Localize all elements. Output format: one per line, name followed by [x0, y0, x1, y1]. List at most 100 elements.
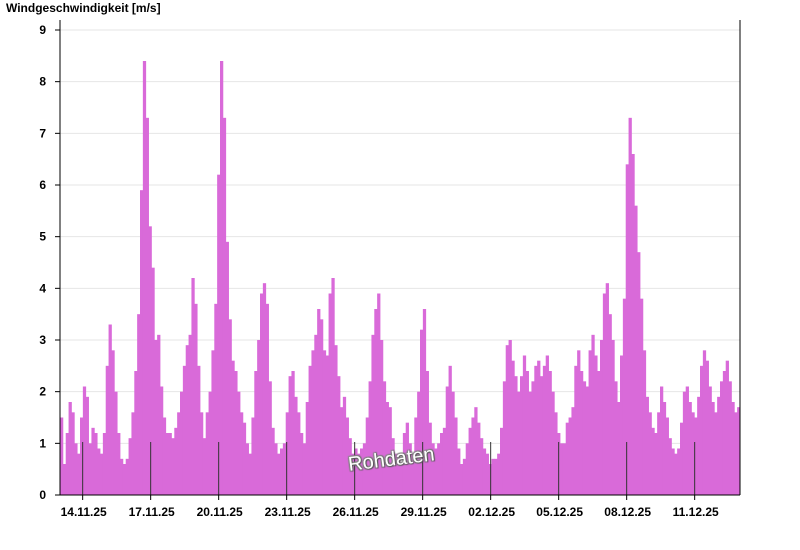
y-tick-label: 1	[39, 436, 46, 450]
wind-bar	[140, 190, 144, 496]
wind-bar	[674, 453, 678, 495]
wind-bar	[354, 448, 358, 495]
wind-bar	[565, 422, 569, 495]
wind-bar	[302, 443, 307, 495]
wind-bar	[120, 458, 124, 495]
wind-bar	[540, 376, 544, 495]
wind-bar	[174, 427, 178, 495]
wind-bar	[448, 365, 452, 495]
y-tick-label: 9	[39, 23, 46, 37]
x-tick-marks	[82, 442, 696, 500]
wind-bar	[291, 371, 295, 495]
wind-bar	[325, 355, 329, 495]
bar-series	[60, 61, 741, 496]
wind-bar	[197, 365, 201, 495]
wind-bar	[188, 334, 192, 495]
wind-bar	[440, 433, 444, 495]
wind-bar	[148, 226, 152, 495]
wind-bar	[474, 407, 478, 495]
wind-bar	[691, 412, 695, 495]
wind-bar	[374, 309, 378, 495]
wind-bar	[271, 427, 275, 495]
wind-bar	[194, 303, 198, 495]
wind-bar	[700, 365, 704, 495]
wind-bar	[357, 453, 361, 495]
wind-bar	[305, 402, 309, 495]
wind-bar	[568, 417, 572, 495]
wind-bar	[422, 309, 427, 495]
x-tick-label: 05.12.25	[536, 505, 583, 519]
y-tick-label: 4	[39, 281, 46, 295]
wind-bar	[714, 412, 718, 495]
wind-bar	[282, 443, 287, 495]
wind-bar	[597, 371, 601, 495]
wind-bar	[245, 443, 249, 495]
wind-bar	[494, 458, 498, 495]
wind-bar	[505, 345, 509, 495]
wind-bar	[694, 417, 698, 495]
wind-bar	[297, 412, 301, 495]
x-tick-label: 08.12.25	[604, 505, 651, 519]
wind-bar	[728, 381, 732, 495]
wind-bar	[545, 355, 549, 495]
wind-bar	[385, 402, 389, 495]
wind-bar	[702, 350, 707, 495]
wind-bar	[122, 464, 127, 495]
wind-bar	[214, 303, 218, 495]
wind-bar	[88, 443, 92, 495]
wind-bar	[522, 355, 527, 495]
wind-bar	[648, 412, 652, 495]
y-tick-label: 0	[39, 488, 46, 502]
wind-bar	[537, 360, 541, 495]
wind-bar	[351, 453, 355, 495]
wind-bar	[562, 443, 567, 495]
wind-bar	[274, 443, 278, 495]
wind-bar	[394, 453, 398, 495]
wind-bar	[211, 350, 215, 495]
wind-bar	[417, 391, 421, 495]
wind-bar	[131, 412, 135, 495]
wind-bar	[171, 438, 175, 495]
y-tick-label: 8	[39, 75, 46, 89]
wind-bar	[500, 427, 504, 495]
wind-bar	[402, 433, 407, 495]
wind-bar	[625, 164, 629, 495]
wind-bar	[154, 340, 158, 495]
wind-bar	[602, 293, 607, 495]
wind-bar	[237, 391, 241, 495]
wind-bar	[248, 453, 252, 495]
wind-bar	[671, 448, 675, 495]
wind-bar	[334, 345, 338, 495]
wind-bar	[637, 252, 641, 495]
wind-bar	[82, 386, 87, 495]
wind-bar	[582, 381, 587, 495]
wind-bar	[622, 298, 627, 495]
wind-bar	[551, 391, 555, 495]
y-tick-label: 2	[39, 385, 46, 399]
wind-bar	[345, 417, 349, 495]
wind-bar	[485, 453, 489, 495]
wind-bar	[217, 174, 221, 496]
wind-bar	[60, 417, 64, 495]
wind-bar	[457, 448, 461, 495]
wind-bar	[428, 422, 432, 495]
wind-bar	[477, 422, 481, 495]
wind-bar	[411, 453, 415, 495]
wind-bar	[508, 340, 512, 495]
wind-bar	[160, 386, 164, 495]
wind-bar	[608, 314, 612, 495]
wind-bar	[397, 458, 401, 495]
wind-bar	[165, 433, 169, 495]
wind-bar	[74, 443, 78, 495]
wind-bar	[654, 433, 658, 495]
wind-bar	[588, 350, 592, 495]
wind-bar	[300, 433, 304, 495]
wind-bar	[125, 458, 129, 495]
wind-bar	[520, 376, 524, 495]
wind-bar	[665, 417, 669, 495]
x-tick-label: 26.11.25	[333, 505, 379, 519]
wind-bar	[502, 381, 507, 495]
wind-bar	[657, 412, 661, 495]
x-tick-label: 11.12.25	[673, 505, 719, 519]
wind-bar	[331, 278, 335, 495]
